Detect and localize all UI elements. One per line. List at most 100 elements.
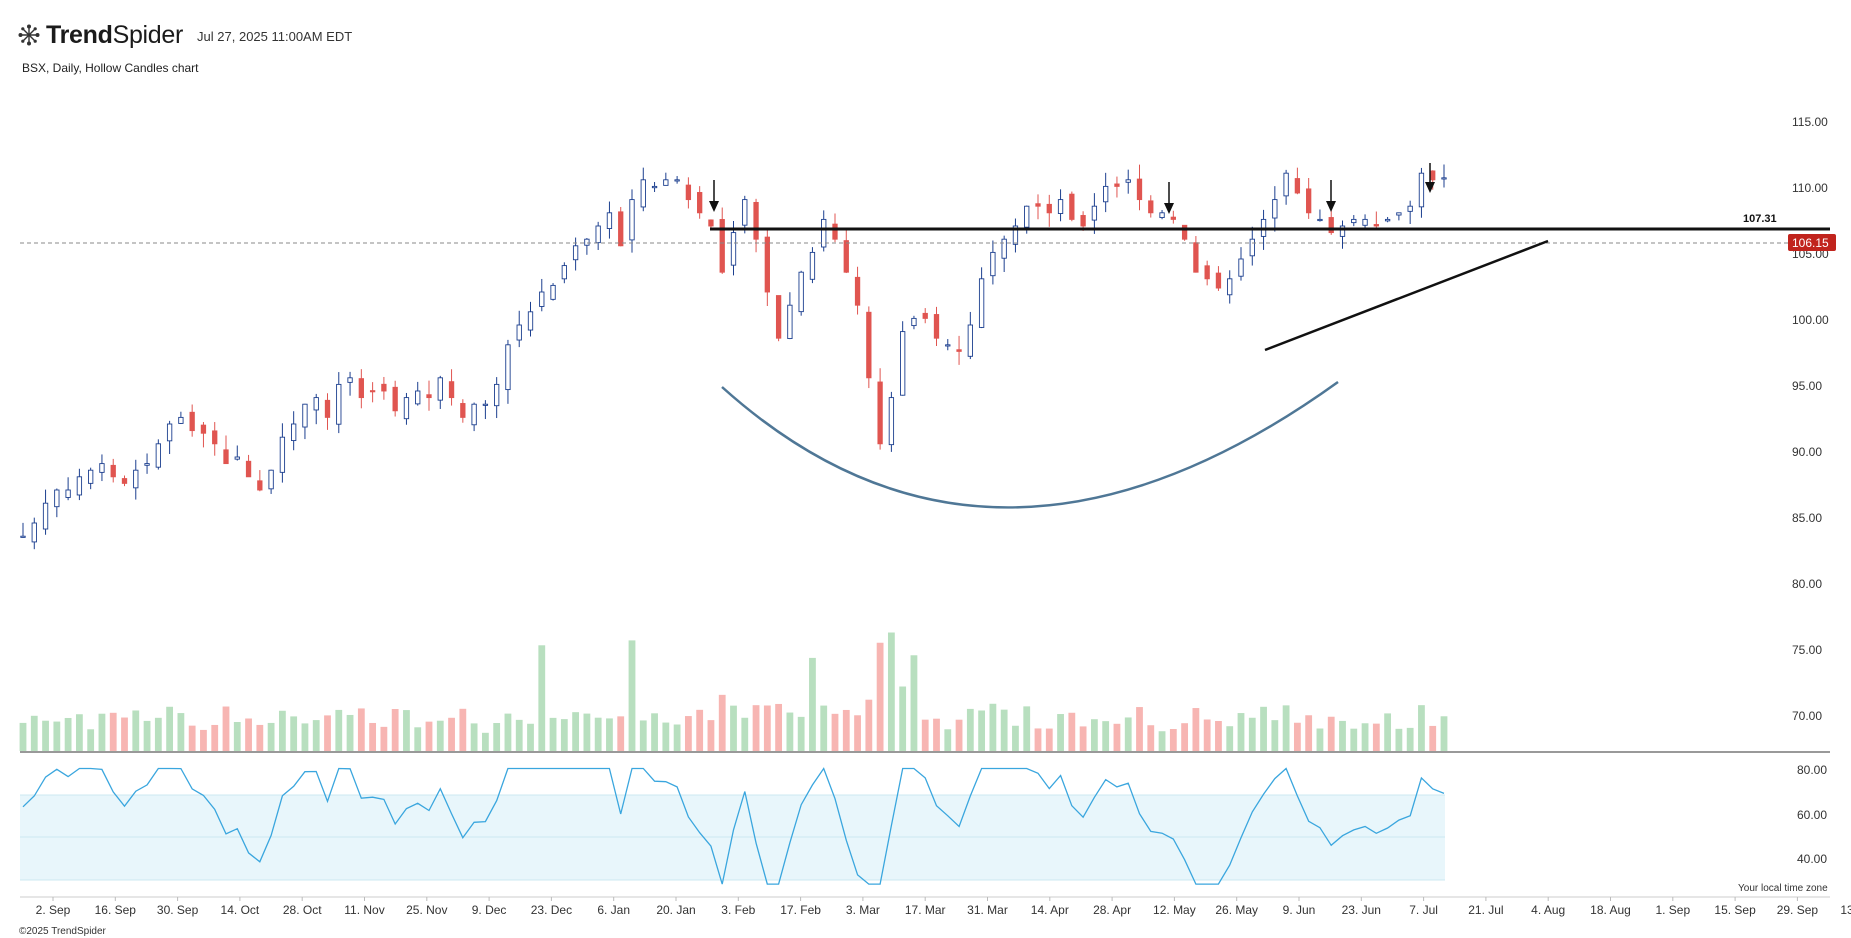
volume-bar [876, 642, 884, 751]
volume-bar [1339, 720, 1346, 751]
volume-bar [639, 720, 647, 751]
x-tick: 9. Dec [472, 903, 507, 917]
candle-body [279, 436, 286, 473]
candle-body [144, 463, 150, 466]
candle-body [1193, 242, 1199, 273]
candle-body [505, 344, 511, 391]
candle-body [324, 399, 331, 418]
candle-body [697, 192, 703, 214]
volume-bar [177, 713, 185, 751]
volume-bar [955, 719, 963, 751]
resistance-label: 107.31 [1743, 213, 1777, 225]
candle-body [900, 331, 906, 396]
volume-bar [312, 720, 320, 751]
time-axis[interactable]: 2. Sep 16. Sep 30. Sep 14. Oct 28. Oct 11. No… [36, 897, 1851, 917]
volume-bar [594, 717, 602, 751]
candle-body [54, 489, 60, 508]
candle-body [1328, 217, 1334, 234]
candle-body [618, 211, 624, 247]
volume-bar [1440, 716, 1448, 751]
candle-body [843, 240, 849, 273]
candle-body [482, 403, 489, 406]
support-trendline[interactable] [1264, 239, 1549, 352]
volume-bar [1000, 709, 1008, 751]
candle-body [1159, 212, 1165, 218]
y-tick: 80.00 [1792, 577, 1822, 591]
volume-bar [944, 729, 952, 751]
x-tick: 23. Dec [531, 903, 572, 917]
candle-body [1080, 215, 1086, 227]
candle-body [742, 199, 748, 226]
volume-bar [290, 716, 298, 751]
volume-bars [19, 632, 1448, 751]
candle-body [88, 469, 94, 484]
candle-body [1035, 203, 1041, 207]
volume-bar [560, 719, 568, 751]
volume-bar [763, 705, 771, 751]
y-tick: 90.00 [1792, 445, 1822, 459]
candle-body [471, 403, 477, 426]
copyright: ©2025 TrendSpider [19, 926, 106, 937]
volume-bar [921, 719, 929, 751]
x-tick: 29. Sep [1777, 903, 1819, 917]
volume-bar [865, 699, 873, 751]
price-axis[interactable]: 115.00 110.00 105.00 100.00 95.00 90.00 … [1792, 115, 1829, 866]
volume-bar [188, 725, 196, 751]
candle-body [99, 463, 105, 473]
volume-bar [989, 703, 997, 751]
touch-arrow-4-icon [1425, 163, 1435, 193]
y-tick: 100.00 [1792, 313, 1829, 327]
volume-bar [64, 717, 72, 751]
volume-bar [42, 720, 49, 751]
candle-body [1441, 177, 1447, 180]
volume-bar [109, 712, 117, 751]
volume-bar [436, 720, 444, 751]
x-tick: 13. Oct [1840, 903, 1851, 917]
volume-bar [1136, 707, 1143, 751]
volume-bar [256, 724, 264, 751]
volume-bar [1181, 723, 1189, 751]
candle-body [42, 502, 49, 530]
candle-body [911, 317, 917, 327]
volume-bar [425, 721, 433, 751]
candle-body [291, 423, 297, 442]
candle-body [877, 381, 883, 445]
candle-body [1362, 218, 1368, 226]
x-tick: 11. Nov [344, 903, 384, 917]
candle-body [798, 271, 804, 313]
volume-bar [98, 713, 106, 751]
candle-body [708, 219, 714, 227]
candle-body [494, 383, 500, 407]
volume-bar [515, 719, 523, 751]
y-tick: 95.00 [1792, 379, 1822, 393]
timezone-note: Your local time zone [1738, 883, 1828, 894]
volume-bar [617, 716, 625, 751]
volume-bar [549, 717, 557, 751]
volume-bar [1057, 714, 1064, 751]
candle-body [1181, 224, 1188, 240]
volume-bar [1147, 725, 1155, 751]
volume-bar [1361, 723, 1369, 751]
volume-bar [1124, 717, 1132, 751]
rounded-bottom-arc[interactable] [721, 380, 1339, 509]
volume-bar [730, 705, 737, 751]
volume-bar [1372, 723, 1380, 751]
candle-body [933, 314, 940, 339]
volume-bar [200, 729, 207, 751]
candle-body [753, 201, 759, 240]
candle-body [302, 403, 308, 428]
volume-bar [718, 694, 726, 751]
x-tick: 9. Jun [1283, 903, 1316, 917]
candle-body [787, 304, 793, 339]
candle-body [31, 522, 37, 543]
candle-body [245, 460, 252, 478]
x-tick: 14. Apr [1031, 903, 1069, 917]
candle-body [1384, 218, 1391, 222]
x-tick: 17. Feb [780, 903, 821, 917]
volume-bar [1406, 727, 1414, 751]
candle-body [1339, 225, 1346, 237]
volume-bar [1384, 713, 1392, 751]
touch-arrow-2-icon [1164, 182, 1174, 214]
volume-bar [842, 709, 850, 751]
